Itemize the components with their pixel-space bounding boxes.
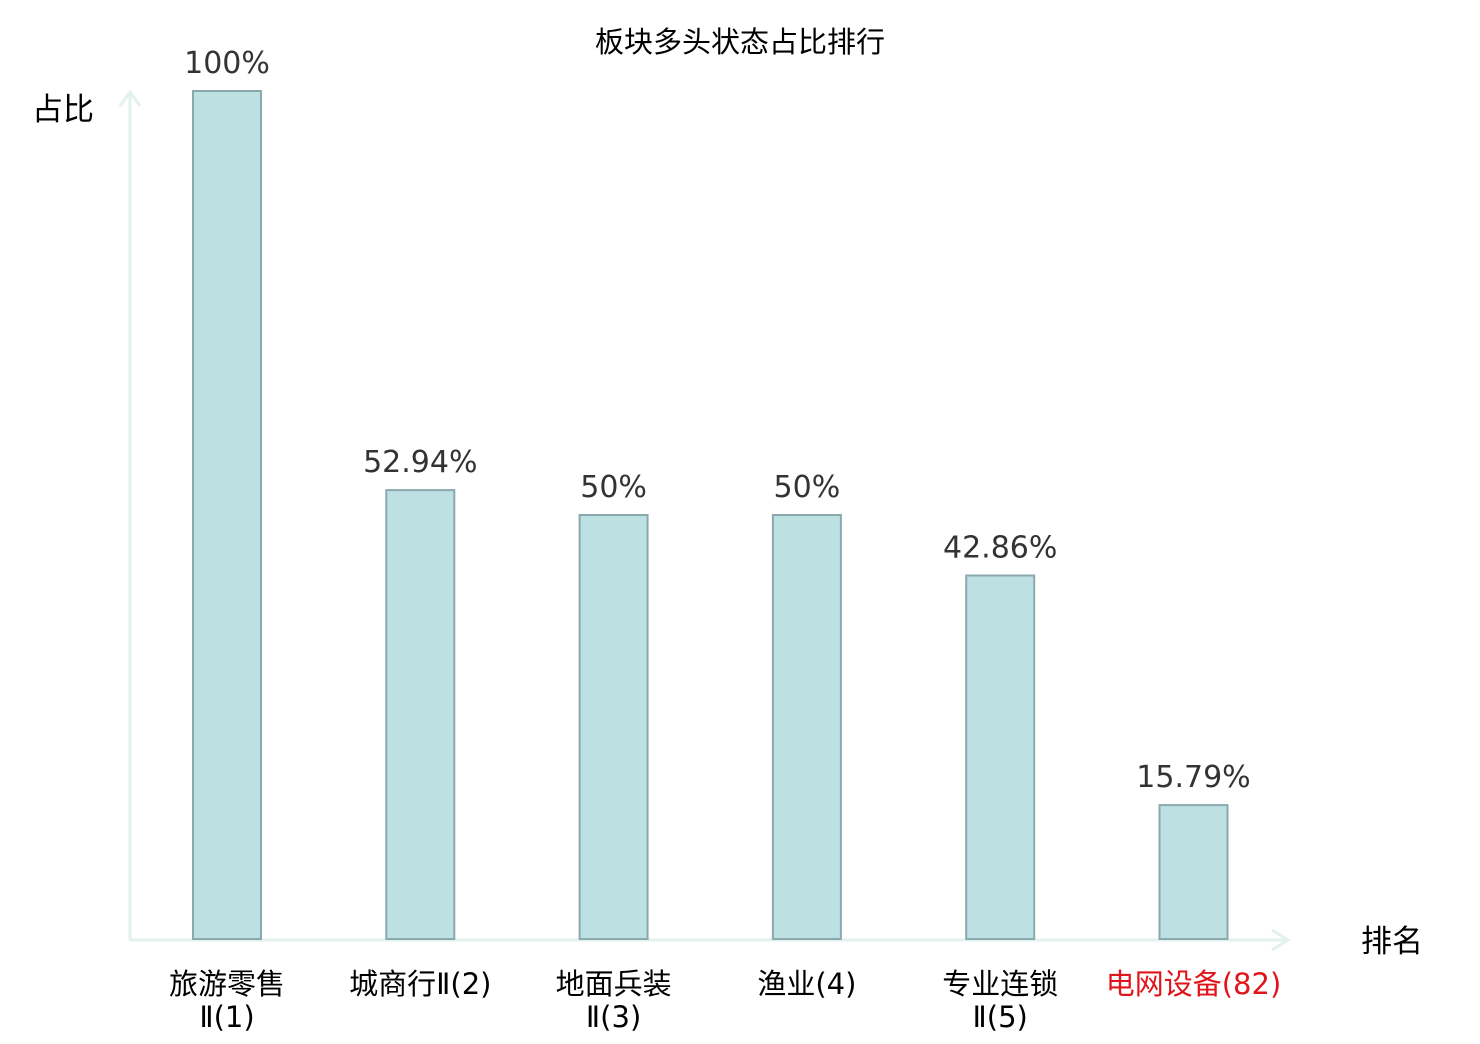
category-label-3-line-2: Ⅱ(3) xyxy=(586,1000,641,1034)
category-label-5-line-1: 专业连锁 xyxy=(942,967,1058,1001)
value-labels: 100% 52.94% 50% 50% 42.86% 15.79% xyxy=(184,46,1251,795)
value-label-2: 52.94% xyxy=(363,445,477,480)
category-label-1-line-2: Ⅱ(1) xyxy=(199,1000,254,1034)
value-label-1: 100% xyxy=(184,46,270,81)
bar-2 xyxy=(385,489,456,940)
category-label-2: 城商行Ⅱ(2) xyxy=(349,967,491,1001)
bar-3 xyxy=(578,514,649,940)
category-label-3-line-1: 地面兵装 xyxy=(556,967,672,1001)
y-axis-arrow xyxy=(118,89,142,107)
x-axis-label: 排名 xyxy=(1361,924,1423,960)
value-label-6: 15.79% xyxy=(1136,760,1250,795)
bar-4 xyxy=(771,514,842,940)
y-axis-label: 占比 xyxy=(32,92,94,128)
bar-1 xyxy=(192,90,262,940)
value-label-3: 50% xyxy=(580,470,647,505)
category-label-4: 渔业(4) xyxy=(757,967,856,1001)
bar-6 xyxy=(1158,804,1229,940)
category-label-6: 电网设备(82) xyxy=(1106,967,1282,1001)
category-label-1-line-1: 旅游零售 xyxy=(169,967,285,1001)
chart-title: 板块多头状态占比排行 xyxy=(595,25,885,59)
bars xyxy=(192,90,1229,940)
value-label-5: 42.86% xyxy=(943,531,1057,566)
x-axis-arrow xyxy=(1271,928,1291,952)
category-label-5-line-2: Ⅱ(5) xyxy=(973,1000,1028,1034)
bar-5 xyxy=(965,574,1036,940)
value-label-4: 50% xyxy=(774,470,841,505)
